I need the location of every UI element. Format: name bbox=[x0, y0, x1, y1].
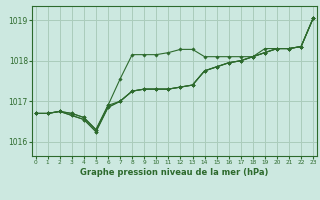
X-axis label: Graphe pression niveau de la mer (hPa): Graphe pression niveau de la mer (hPa) bbox=[80, 168, 268, 177]
